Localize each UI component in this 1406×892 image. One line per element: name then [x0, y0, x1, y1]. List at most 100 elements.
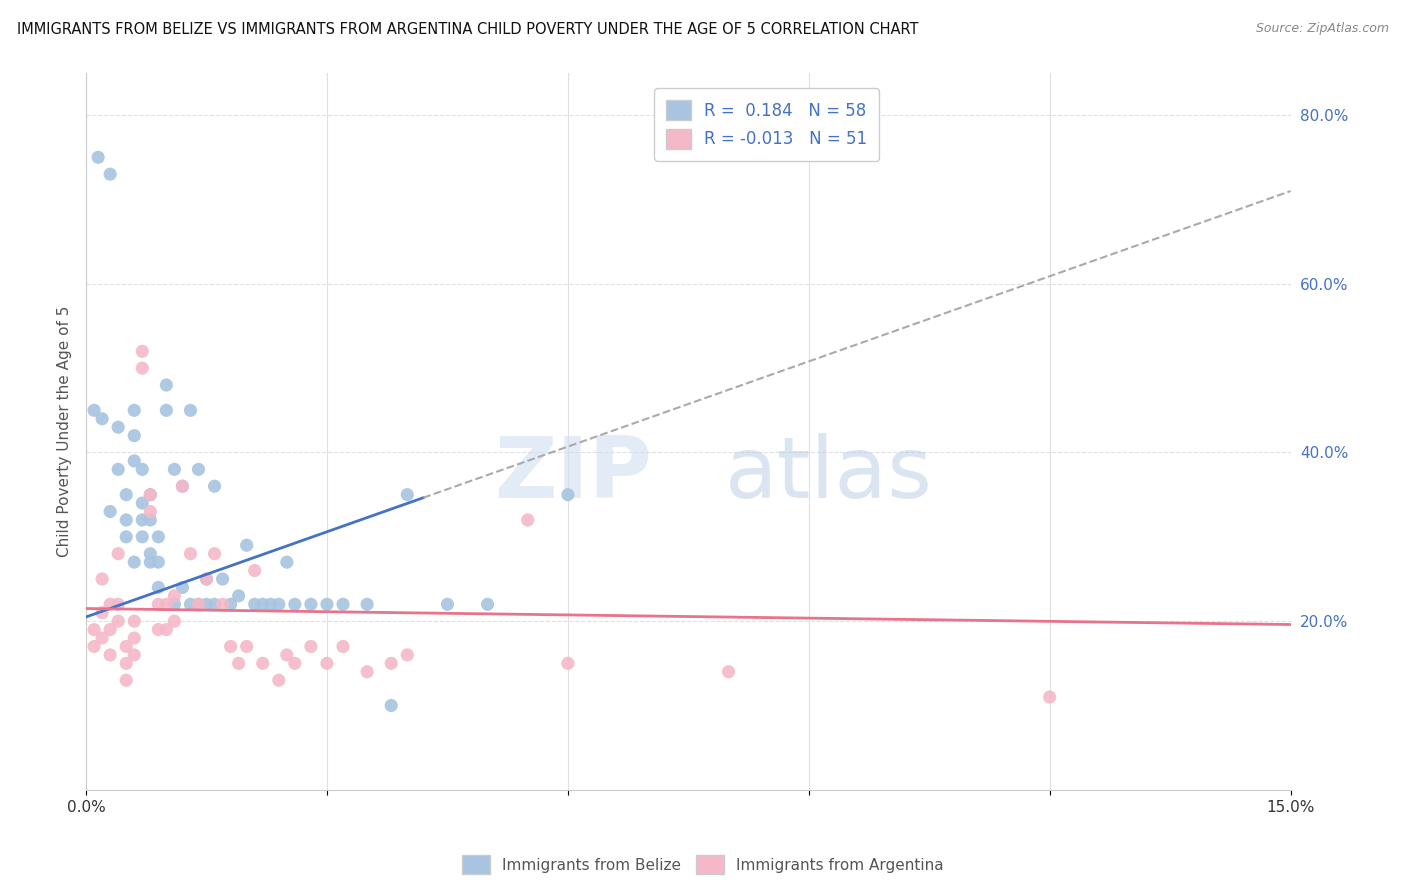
Point [195, 572, 218, 586]
Point [1039, 690, 1062, 704]
Point [195, 572, 218, 586]
Point [148, 555, 170, 569]
Point [155, 623, 177, 637]
Point [267, 597, 290, 611]
Point [211, 597, 233, 611]
Point [717, 665, 740, 679]
Point [260, 597, 283, 611]
Point [516, 513, 538, 527]
Legend: Immigrants from Belize, Immigrants from Argentina: Immigrants from Belize, Immigrants from … [456, 849, 950, 880]
Point [356, 665, 378, 679]
Point [396, 488, 419, 502]
Point [299, 640, 322, 654]
Point [131, 344, 153, 359]
Text: atlas: atlas [724, 433, 932, 516]
Point [98, 648, 121, 662]
Point [107, 420, 129, 434]
Point [163, 614, 186, 628]
Point [380, 657, 402, 671]
Point [436, 597, 458, 611]
Point [107, 462, 129, 476]
Point [172, 581, 194, 595]
Point [131, 496, 153, 510]
Point [139, 555, 162, 569]
Text: ZIP: ZIP [495, 433, 652, 516]
Point [115, 673, 138, 688]
Point [115, 530, 138, 544]
Point [179, 403, 201, 417]
Point [122, 454, 145, 468]
Point [356, 597, 378, 611]
Point [115, 640, 138, 654]
Point [187, 462, 209, 476]
Point [91, 606, 114, 620]
Point [91, 411, 114, 425]
Point [148, 597, 170, 611]
Point [163, 462, 186, 476]
Point [163, 597, 186, 611]
Point [87, 150, 110, 164]
Point [122, 631, 145, 645]
Point [139, 547, 162, 561]
Point [131, 462, 153, 476]
Point [122, 403, 145, 417]
Point [243, 597, 266, 611]
Point [131, 513, 153, 527]
Point [299, 597, 322, 611]
Point [139, 504, 162, 518]
Point [115, 657, 138, 671]
Point [107, 614, 129, 628]
Text: IMMIGRANTS FROM BELIZE VS IMMIGRANTS FROM ARGENTINA CHILD POVERTY UNDER THE AGE : IMMIGRANTS FROM BELIZE VS IMMIGRANTS FRO… [17, 22, 918, 37]
Point [98, 504, 121, 518]
Legend: R =  0.184   N = 58, R = -0.013   N = 51: R = 0.184 N = 58, R = -0.013 N = 51 [654, 88, 879, 161]
Point [163, 589, 186, 603]
Point [122, 428, 145, 442]
Point [115, 488, 138, 502]
Point [115, 513, 138, 527]
Point [98, 623, 121, 637]
Point [204, 597, 226, 611]
Point [83, 640, 105, 654]
Point [267, 673, 290, 688]
Point [139, 488, 162, 502]
Point [332, 640, 354, 654]
Point [107, 597, 129, 611]
Point [122, 614, 145, 628]
Point [204, 479, 226, 493]
Point [98, 167, 121, 181]
Point [187, 597, 209, 611]
Point [107, 547, 129, 561]
Point [91, 572, 114, 586]
Point [122, 648, 145, 662]
Point [228, 657, 250, 671]
Point [148, 530, 170, 544]
Point [276, 648, 298, 662]
Text: Source: ZipAtlas.com: Source: ZipAtlas.com [1256, 22, 1389, 36]
Point [284, 597, 307, 611]
Point [172, 479, 194, 493]
Point [155, 403, 177, 417]
Point [139, 513, 162, 527]
Point [396, 648, 419, 662]
Point [316, 657, 339, 671]
Point [148, 623, 170, 637]
Point [219, 640, 242, 654]
Point [83, 403, 105, 417]
Point [195, 597, 218, 611]
Point [148, 581, 170, 595]
Y-axis label: Child Poverty Under the Age of 5: Child Poverty Under the Age of 5 [58, 306, 72, 558]
Point [316, 597, 339, 611]
Point [131, 530, 153, 544]
Point [131, 361, 153, 376]
Point [252, 597, 274, 611]
Point [139, 488, 162, 502]
Point [235, 640, 257, 654]
Point [235, 538, 257, 552]
Point [155, 597, 177, 611]
Point [91, 631, 114, 645]
Point [155, 378, 177, 392]
Point [228, 589, 250, 603]
Point [557, 657, 579, 671]
Point [243, 564, 266, 578]
Point [276, 555, 298, 569]
